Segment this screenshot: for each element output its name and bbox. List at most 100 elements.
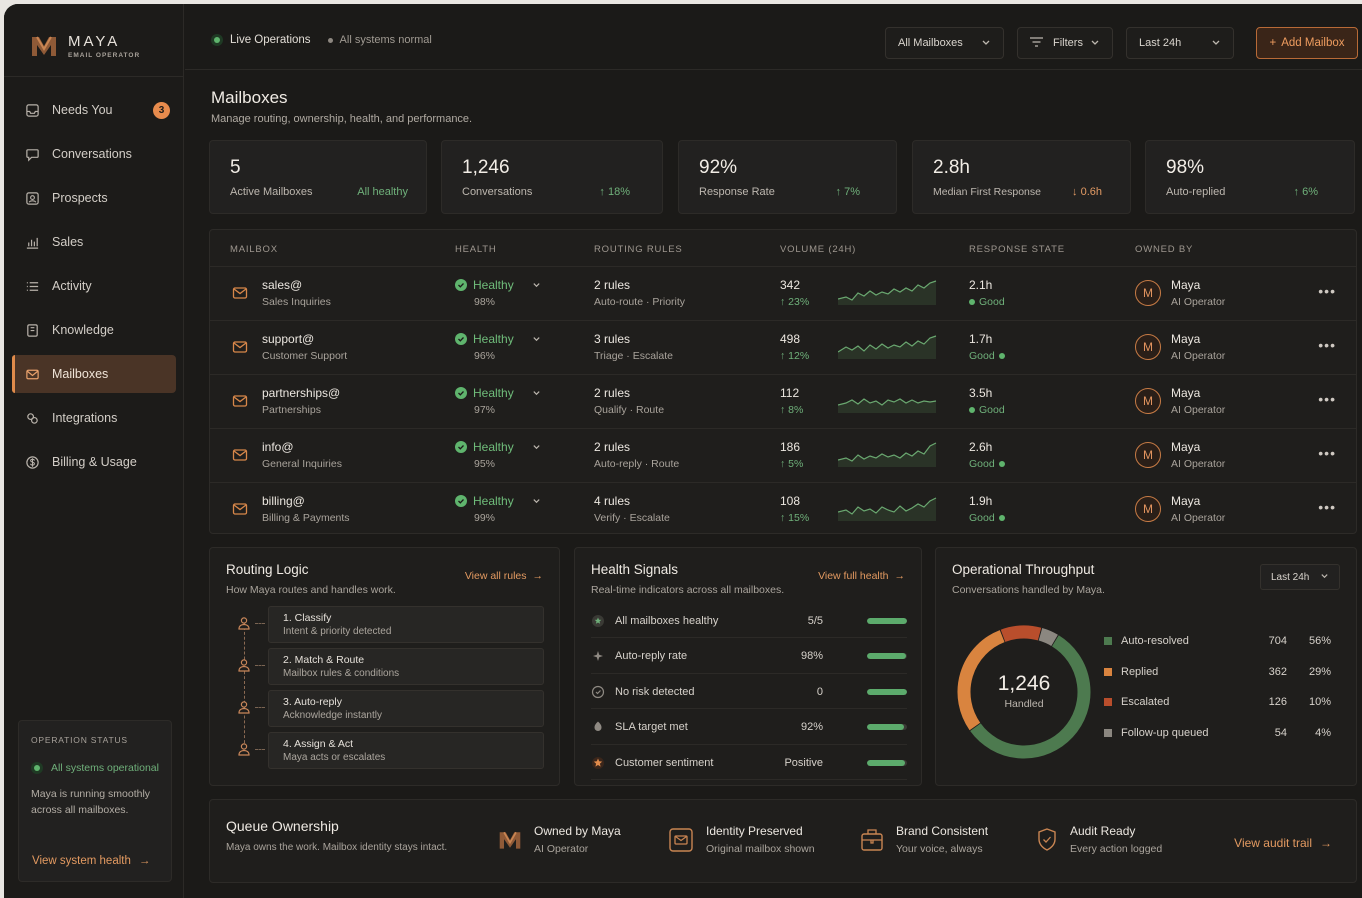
routing-step[interactable]: 2. Match & Route Mailbox rules & conditi…: [268, 648, 544, 685]
response-time: 1.7h: [969, 332, 993, 346]
volume-change: ↑ 5%: [780, 458, 803, 470]
volume-change: ↑ 15%: [780, 512, 809, 524]
avatar: M: [1135, 388, 1161, 414]
filters-button[interactable]: Filters: [1017, 27, 1113, 59]
volume-change-value: 15%: [788, 512, 810, 524]
routing-cell: 4 rules Verify · Escalate: [594, 494, 670, 524]
rules-description: Triage · Escalate: [594, 350, 673, 362]
check-icon: [455, 387, 467, 399]
user-icon: [238, 659, 250, 672]
mailbox-select[interactable]: All Mailboxes: [885, 27, 1004, 59]
queue-item-owned: Owned by Maya AI Operator: [498, 824, 621, 855]
stat-card-auto-replied: 98% Auto-replied ↑ 6%: [1145, 140, 1355, 214]
mail-icon: [232, 285, 248, 304]
volume-cell: 186 ↑ 5%: [780, 440, 803, 470]
table-row-info[interactable]: info@ General Inquiries Healthy 95% 2 ru…: [210, 428, 1356, 482]
check-icon: [455, 333, 467, 345]
page-title: Mailboxes: [211, 88, 288, 107]
sidebar-item-activity[interactable]: Activity: [12, 267, 176, 305]
live-status: Live Operations All systems normal: [211, 34, 432, 46]
routing-step[interactable]: 1. Classify Intent & priority detected: [268, 606, 544, 643]
signal-label: All mailboxes healthy: [615, 614, 719, 627]
list-icon: [24, 278, 40, 294]
throughput-legend-item: Escalated 126 10%: [1104, 692, 1339, 712]
health-status[interactable]: Healthy: [455, 440, 541, 454]
time-range-select[interactable]: Last 24h: [1126, 27, 1234, 59]
check-icon: [455, 441, 467, 453]
owner-name: Maya: [1171, 278, 1201, 292]
brand-name: MAYA: [68, 32, 121, 50]
throughput-donut-chart: [957, 625, 1091, 759]
table-row-sales[interactable]: sales@ Sales Inquiries Healthy 98% 2 rul…: [210, 266, 1356, 320]
sidebar-item-label: Mailboxes: [52, 367, 109, 381]
donut-total-label: Handled: [1004, 698, 1044, 710]
link-label: View audit trail: [1234, 836, 1312, 850]
volume-change-value: 23%: [788, 296, 810, 308]
chevron-down-icon: [532, 278, 541, 292]
chevron-down-icon: [532, 386, 541, 400]
panel-title: Queue Ownership: [226, 818, 339, 834]
view-full-health-link[interactable]: View full health →: [818, 570, 905, 582]
mailbox-address: support@: [262, 332, 315, 346]
view-audit-trail-link[interactable]: View audit trail →: [1234, 836, 1332, 850]
step-description: Acknowledge instantly: [283, 710, 382, 721]
health-status[interactable]: Healthy: [455, 278, 541, 292]
mailbox-select-value: All Mailboxes: [898, 37, 963, 49]
table-row-support[interactable]: support@ Customer Support Healthy 96% 3 …: [210, 320, 1356, 374]
view-all-rules-link[interactable]: View all rules →: [465, 570, 543, 582]
donut-slice-escalated: [1000, 625, 1042, 642]
routing-step[interactable]: 3. Auto-reply Acknowledge instantly: [268, 690, 544, 727]
sidebar-item-prospects[interactable]: Prospects: [12, 179, 176, 217]
arrow-right-icon: →: [1320, 836, 1332, 850]
view-system-health-link[interactable]: View system health →: [32, 855, 150, 867]
operation-status-text: All systems operational: [51, 762, 159, 774]
brand-logo[interactable]: MAYA EMAIL OPERATOR: [30, 30, 140, 62]
queue-item-identity: Identity Preserved Original mailbox shown: [668, 824, 815, 855]
legend-percent: 29%: [1308, 665, 1331, 678]
health-signal-row: SLA target met 92%: [591, 711, 907, 745]
book-icon: [24, 322, 40, 338]
step-connector: [255, 749, 265, 750]
health-signal-row: No risk detected 0: [591, 675, 907, 709]
stat-value: 2.8h: [933, 157, 970, 178]
arrow-right-icon: →: [894, 570, 906, 582]
sidebar-item-needs-you[interactable]: Needs You 3: [12, 91, 176, 129]
queue-item-desc: AI Operator: [534, 843, 589, 855]
live-label: Live Operations: [230, 34, 311, 46]
legend-count: 126: [1268, 696, 1287, 708]
queue-item-desc: Every action logged: [1070, 843, 1163, 855]
response-state: Good: [969, 296, 1005, 308]
sidebar-item-integrations[interactable]: Integrations: [12, 399, 176, 437]
health-status[interactable]: Healthy: [455, 494, 541, 508]
volume-sparkline: [838, 398, 937, 413]
legend-percent: 4%: [1315, 726, 1331, 739]
health-status[interactable]: Healthy: [455, 332, 541, 346]
more-options-icon[interactable]: •••: [1318, 337, 1336, 353]
avatar: M: [1135, 442, 1161, 468]
sidebar-item-knowledge[interactable]: Knowledge: [12, 311, 176, 349]
mail-icon: [24, 366, 40, 382]
mail-icon: [232, 393, 248, 412]
more-options-icon[interactable]: •••: [1318, 391, 1336, 407]
sidebar-item-billing[interactable]: Billing & Usage: [12, 443, 176, 481]
response-state: Good: [969, 512, 1005, 524]
sidebar-item-mailboxes[interactable]: Mailboxes: [12, 355, 176, 393]
more-options-icon[interactable]: •••: [1318, 445, 1336, 461]
table-row-billing[interactable]: billing@ Billing & Payments Healthy 99% …: [210, 482, 1356, 536]
more-options-icon[interactable]: •••: [1318, 283, 1336, 299]
routing-step[interactable]: 4. Assign & Act Maya acts or escalates: [268, 732, 544, 769]
more-options-icon[interactable]: •••: [1318, 499, 1336, 515]
arrow-up-icon: ↑: [780, 458, 789, 470]
add-mailbox-button[interactable]: + Add Mailbox: [1256, 27, 1358, 59]
table-row-partnerships[interactable]: partnerships@ Partnerships Healthy 97% 2…: [210, 374, 1356, 428]
sentiment-icon: [591, 756, 605, 770]
legend-swatch: [1104, 637, 1112, 645]
flow-connector: [244, 622, 245, 748]
health-status[interactable]: Healthy: [455, 386, 541, 400]
sidebar-item-sales[interactable]: Sales: [12, 223, 176, 261]
live-dot-icon: [211, 34, 223, 46]
throughput-range-select[interactable]: Last 24h: [1260, 564, 1340, 590]
mailbox-description: Customer Support: [262, 350, 348, 362]
rules-description: Qualify · Route: [594, 404, 665, 416]
sidebar-item-conversations[interactable]: Conversations: [12, 135, 176, 173]
